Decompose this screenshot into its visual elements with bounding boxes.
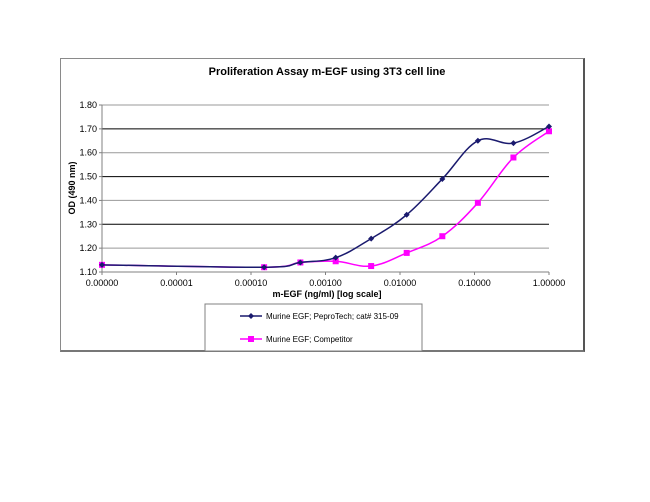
data-point-diamond: [474, 137, 481, 144]
x-tick-label: 0.00010: [235, 278, 268, 288]
y-tick-label: 1.10: [79, 267, 97, 277]
x-axis-ticks: 0.00000 0.00001 0.00010 0.00100 0.01000 0.100…: [86, 272, 566, 288]
y-tick-label: 1.70: [79, 124, 97, 134]
data-point-diamond: [261, 264, 268, 271]
data-point-square: [368, 263, 375, 270]
x-axis-label: m-EGF (ng/ml) [log scale]: [272, 289, 381, 299]
x-tick-label: 1.00000: [533, 278, 566, 288]
x-tick-label: 0.00001: [160, 278, 193, 288]
data-point-diamond: [546, 123, 552, 130]
data-point-square: [332, 258, 339, 265]
legend-label: Murine EGF; PeproTech; cat# 315-09: [266, 312, 399, 321]
data-point-square: [474, 199, 481, 206]
gridlines: [102, 104, 549, 249]
x-tick-label: 0.01000: [384, 278, 417, 288]
legend-label: Murine EGF; Competitor: [266, 335, 353, 344]
y-tick-label: 1.80: [79, 100, 97, 110]
legend-box: [204, 303, 423, 352]
data-point-square: [510, 154, 517, 161]
y-tick-label: 1.50: [79, 172, 97, 182]
data-point-square: [546, 128, 552, 135]
chart-frame: [60, 58, 585, 352]
x-tick-label: 0.10000: [458, 278, 491, 288]
legend: Murine EGF; PeproTech; cat# 315-09 Murine…: [204, 303, 423, 352]
data-point-square: [403, 249, 410, 256]
data-point-diamond: [368, 235, 375, 242]
data-point-square: [439, 233, 446, 240]
x-tick-label: 0.00000: [86, 278, 119, 288]
x-tick-label: 0.00100: [309, 278, 342, 288]
y-axis-label: OD (490 nm): [67, 161, 77, 214]
y-tick-label: 1.60: [79, 148, 97, 158]
data-point-diamond: [332, 254, 339, 261]
y-axis-ticks: 1.10 1.20 1.30 1.40 1.50 1.60 1.70 1.80: [79, 100, 102, 277]
data-point-diamond: [297, 259, 304, 266]
y-tick-label: 1.20: [79, 243, 97, 253]
data-point-diamond: [99, 261, 105, 268]
series-line: [101, 130, 550, 269]
legend-marker-diamond: [248, 313, 254, 319]
data-point-diamond: [510, 140, 517, 147]
data-point-diamond: [403, 211, 410, 218]
chart-title: Proliferation Assay m-EGF using 3T3 cell…: [209, 66, 446, 78]
series-layer: [99, 123, 552, 271]
data-point-diamond: [439, 175, 446, 182]
y-tick-label: 1.40: [79, 195, 97, 205]
y-tick-label: 1.30: [79, 219, 97, 229]
legend-marker-square: [248, 336, 254, 342]
